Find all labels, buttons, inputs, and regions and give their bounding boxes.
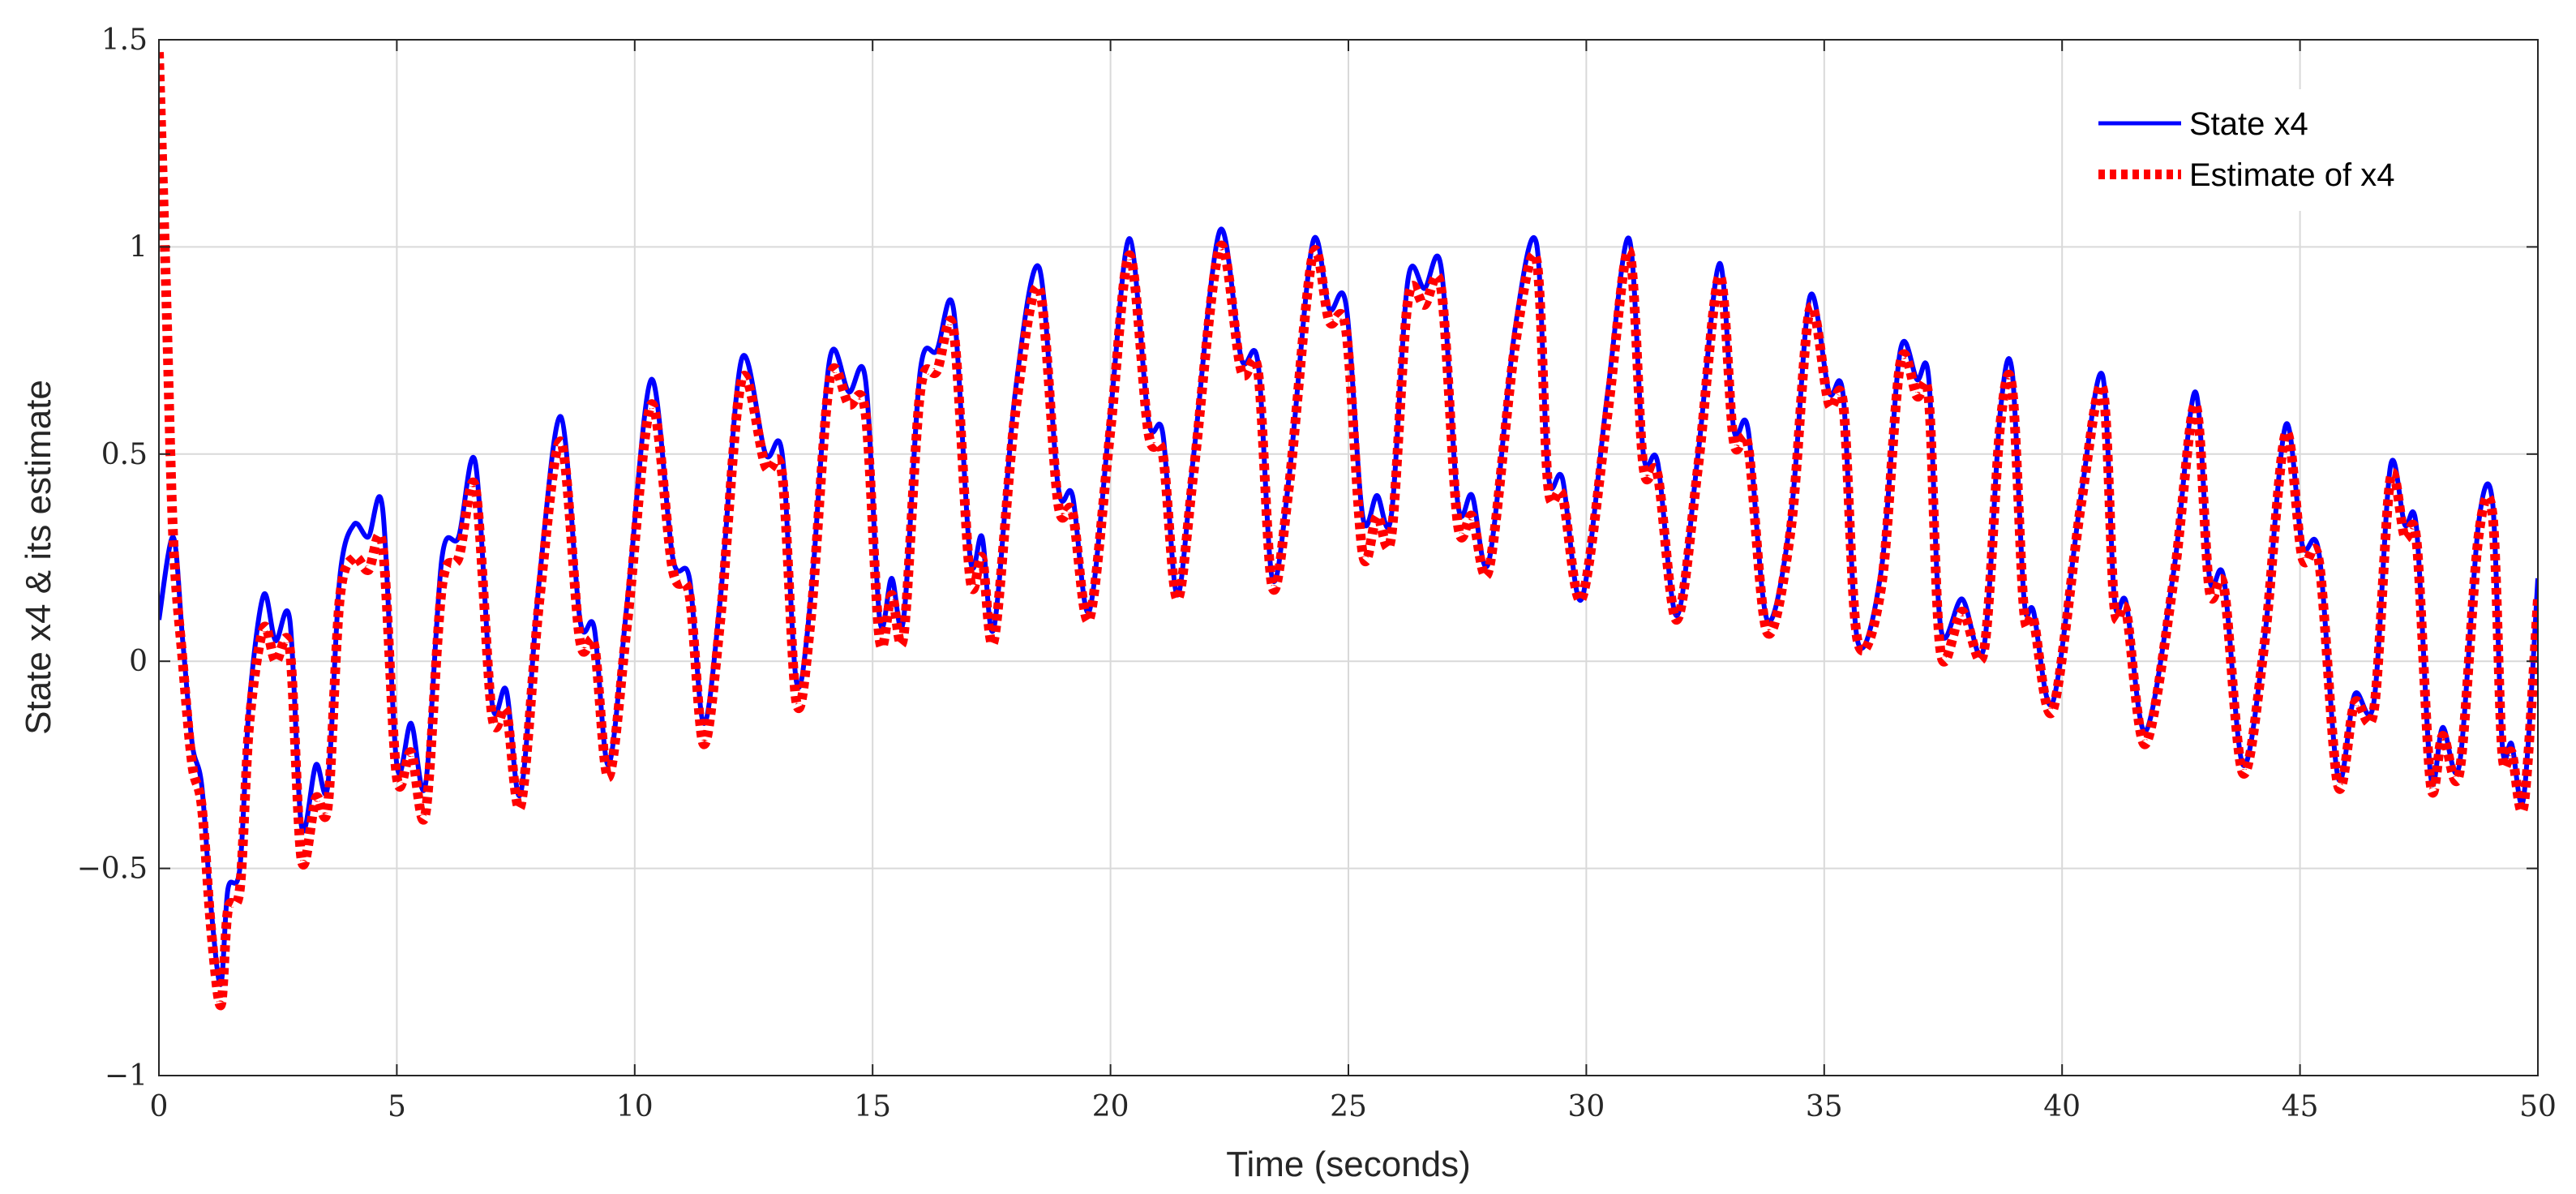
y-axis-label: State x4 & its estimate xyxy=(19,380,58,735)
x-axis-label: Time (seconds) xyxy=(1226,1145,1471,1184)
legend: State x4 Estimate of x4 xyxy=(2076,89,2449,211)
y-tick-label: 1 xyxy=(129,230,148,264)
x-tick-label: 10 xyxy=(616,1090,654,1123)
legend-box xyxy=(2076,89,2449,211)
series-layer xyxy=(159,52,2538,1011)
axis-ticks xyxy=(158,39,2539,1076)
y-tick-labels: −1 −0.5 0 0.5 1 1.5 xyxy=(77,24,148,1093)
x-tick-label: 30 xyxy=(1567,1090,1605,1123)
legend-label-state-x4: State x4 xyxy=(2189,106,2308,142)
y-tick-label: 1.5 xyxy=(101,24,148,57)
y-tick-label: −0.5 xyxy=(77,853,148,886)
x-tick-label: 50 xyxy=(2519,1090,2557,1123)
x-tick-label: 5 xyxy=(388,1090,406,1123)
y-tick-label: −1 xyxy=(105,1059,148,1093)
legend-label-estimate-x4: Estimate of x4 xyxy=(2189,157,2394,193)
x-tick-label: 0 xyxy=(150,1090,169,1123)
x-tick-label: 20 xyxy=(1092,1090,1129,1123)
x-tick-label: 25 xyxy=(1330,1090,1367,1123)
series-line-estimate-x4 xyxy=(159,52,2538,1011)
x-tick-label: 45 xyxy=(2282,1090,2319,1123)
x-tick-labels: 0 5 10 15 20 25 30 35 40 45 50 xyxy=(150,1090,2557,1123)
y-tick-label: 0 xyxy=(129,645,148,678)
x-tick-label: 40 xyxy=(2043,1090,2081,1123)
x-tick-label: 15 xyxy=(854,1090,891,1123)
x-tick-label: 35 xyxy=(1806,1090,1843,1123)
y-tick-label: 0.5 xyxy=(101,438,148,471)
